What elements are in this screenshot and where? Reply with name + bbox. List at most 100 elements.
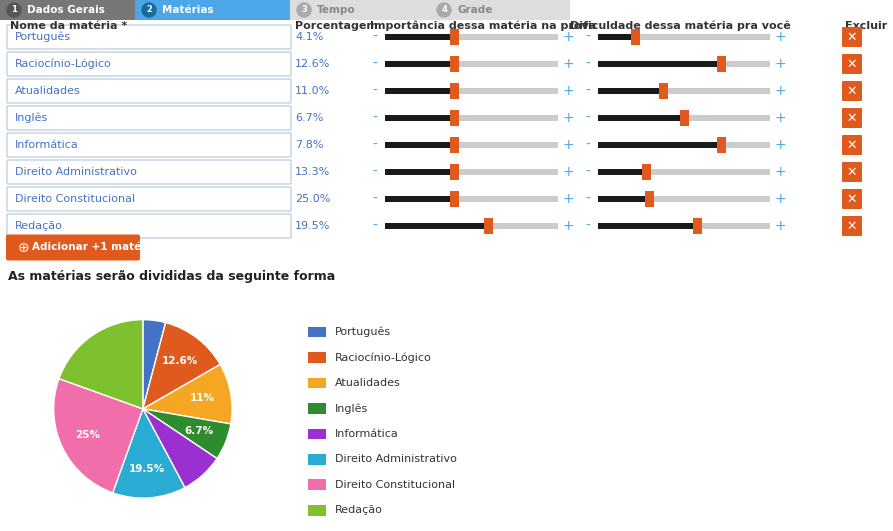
Bar — [450, 110, 459, 126]
Text: 6.7%: 6.7% — [185, 426, 213, 436]
Text: -: - — [586, 84, 590, 98]
Bar — [385, 196, 558, 202]
FancyBboxPatch shape — [842, 54, 862, 74]
FancyBboxPatch shape — [6, 235, 140, 261]
Text: Porcentagem: Porcentagem — [295, 21, 378, 31]
Text: -: - — [372, 84, 378, 98]
Bar — [717, 137, 726, 153]
FancyBboxPatch shape — [842, 135, 862, 155]
Wedge shape — [143, 409, 230, 459]
Text: ✕: ✕ — [847, 84, 857, 98]
Text: +: + — [563, 192, 574, 206]
Text: Inglês: Inglês — [335, 403, 368, 414]
Bar — [385, 88, 558, 94]
FancyBboxPatch shape — [7, 214, 291, 238]
Text: -: - — [372, 138, 378, 152]
Text: +: + — [563, 111, 574, 125]
Text: Redação: Redação — [15, 221, 63, 231]
Text: 12.6%: 12.6% — [162, 356, 198, 366]
Text: Excluir: Excluir — [845, 21, 888, 31]
Text: +: + — [774, 57, 786, 71]
Text: -: - — [586, 192, 590, 206]
Bar — [484, 218, 493, 234]
Text: ✕: ✕ — [847, 166, 857, 178]
Text: +: + — [774, 192, 786, 206]
FancyBboxPatch shape — [7, 79, 291, 103]
FancyBboxPatch shape — [7, 187, 291, 211]
Wedge shape — [143, 320, 165, 409]
Bar — [385, 115, 558, 121]
Bar — [631, 29, 640, 45]
Text: Atualidades: Atualidades — [335, 378, 401, 388]
Text: ✕: ✕ — [847, 57, 857, 71]
Text: Matérias: Matérias — [162, 5, 213, 15]
Text: +: + — [774, 30, 786, 44]
Text: Direito Administrativo: Direito Administrativo — [335, 455, 456, 464]
Text: +: + — [774, 111, 786, 125]
Wedge shape — [59, 320, 143, 409]
Text: 19.5%: 19.5% — [295, 221, 330, 231]
Bar — [430, 0, 570, 20]
Text: Inglês: Inglês — [15, 113, 48, 123]
Text: 6.7%: 6.7% — [295, 113, 323, 123]
Text: 7.8%: 7.8% — [295, 140, 323, 150]
Text: 11%: 11% — [190, 393, 215, 403]
Bar — [598, 115, 684, 121]
FancyBboxPatch shape — [842, 27, 862, 47]
Bar — [717, 56, 726, 72]
Bar — [598, 169, 647, 175]
Text: -: - — [586, 111, 590, 125]
Text: ✕: ✕ — [847, 219, 857, 233]
Text: Informática: Informática — [15, 140, 79, 150]
Bar — [598, 34, 770, 40]
Text: ✕: ✕ — [847, 193, 857, 205]
Text: -: - — [372, 30, 378, 44]
Bar — [385, 34, 455, 40]
Text: -: - — [372, 192, 378, 206]
Text: 19.5%: 19.5% — [129, 465, 165, 474]
Text: 3: 3 — [301, 5, 307, 14]
Text: Direito Constitucional: Direito Constitucional — [15, 194, 135, 204]
Text: -: - — [586, 30, 590, 44]
Bar — [450, 29, 459, 45]
Bar — [659, 83, 668, 99]
Text: +: + — [563, 57, 574, 71]
Bar — [598, 169, 770, 175]
Wedge shape — [143, 364, 232, 424]
Text: +: + — [563, 30, 574, 44]
Text: Dificuldade dessa matéria pra você: Dificuldade dessa matéria pra você — [570, 21, 790, 31]
Wedge shape — [113, 409, 185, 498]
Text: Redação: Redação — [335, 506, 383, 515]
Text: +: + — [563, 138, 574, 152]
Wedge shape — [143, 409, 217, 487]
Bar — [385, 169, 558, 175]
FancyBboxPatch shape — [7, 133, 291, 157]
Bar — [385, 169, 455, 175]
Bar — [598, 61, 770, 67]
Bar — [450, 137, 459, 153]
Bar — [385, 61, 558, 67]
Bar — [450, 164, 459, 180]
Text: 4.1%: 4.1% — [295, 32, 323, 42]
Text: 11.0%: 11.0% — [295, 86, 330, 96]
Bar — [598, 142, 722, 148]
Text: -: - — [372, 111, 378, 125]
Bar — [598, 88, 770, 94]
FancyBboxPatch shape — [842, 216, 862, 236]
Bar — [385, 142, 455, 148]
Bar — [598, 61, 722, 67]
Bar — [450, 83, 459, 99]
Text: -: - — [586, 165, 590, 179]
Text: Adicionar +1 matéria: Adicionar +1 matéria — [32, 243, 157, 253]
Wedge shape — [54, 379, 143, 493]
Text: -: - — [586, 57, 590, 71]
Text: Raciocínio-Lógico: Raciocínio-Lógico — [335, 352, 431, 363]
FancyBboxPatch shape — [842, 81, 862, 101]
Text: -: - — [586, 219, 590, 233]
Text: 1: 1 — [11, 5, 17, 14]
Bar — [598, 142, 770, 148]
Text: Português: Português — [15, 32, 71, 42]
Bar — [385, 34, 558, 40]
Bar — [385, 115, 455, 121]
Text: Tempo: Tempo — [317, 5, 355, 15]
